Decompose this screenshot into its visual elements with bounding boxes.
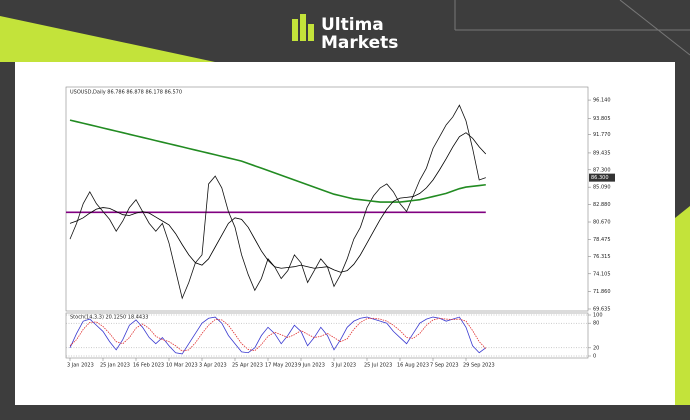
y-tick-label: 74.105 <box>593 271 611 277</box>
x-tick-label: 9 Jun 2023 <box>298 363 325 369</box>
series-line <box>69 119 486 203</box>
y-tick-label: 91.770 <box>593 132 611 138</box>
series-line <box>69 317 487 352</box>
x-tick-label: 25 Apr 2023 <box>232 363 263 369</box>
stoch-title: Stoch(14,3,3) 20.1250 18.4433 <box>70 315 148 321</box>
x-tick-label: 25 Jan 2023 <box>100 363 130 369</box>
last-price-label: 86.300 <box>591 175 609 181</box>
x-tick-label: 16 Feb 2023 <box>133 363 164 369</box>
x-tick-label: 7 Sep 2023 <box>430 363 459 369</box>
y-tick-label: 80.670 <box>593 220 611 226</box>
y-tick-label: 87.300 <box>593 167 611 173</box>
main-frame <box>65 86 589 312</box>
x-tick-label: 10 Mar 2023 <box>166 363 198 369</box>
y-tick-label: 78.475 <box>593 237 611 243</box>
y-tick-label: 20 <box>593 345 599 351</box>
stoch-frame <box>65 312 589 359</box>
brand-line2: Markets <box>321 33 398 53</box>
y-tick-label: 80 <box>593 321 599 327</box>
x-tick-label: 29 Sep 2023 <box>463 363 495 369</box>
logo-bar <box>300 14 306 41</box>
x-tick-label: 25 Jul 2023 <box>364 363 392 369</box>
series-line <box>69 316 487 355</box>
x-tick-label: 3 Jan 2023 <box>67 363 94 369</box>
y-tick-label: 89.435 <box>593 150 611 156</box>
brand-shape <box>675 206 690 405</box>
series-line <box>69 104 486 300</box>
y-tick-label: 85.090 <box>593 185 611 191</box>
y-tick-label: 0 <box>593 354 596 360</box>
logo: Ultima Markets <box>292 14 398 53</box>
x-tick-label: 16 Aug 2023 <box>397 363 429 369</box>
panel <box>15 62 675 405</box>
logo-bar <box>292 19 298 41</box>
logo-bar <box>308 24 314 41</box>
x-tick-label: 17 May 2023 <box>265 363 298 369</box>
chart-title: USOUSD,Daily 86.786 86.878 86.178 86.570 <box>70 90 182 96</box>
y-tick-label: 71.860 <box>593 289 611 295</box>
y-tick-label: 93.805 <box>593 116 611 122</box>
y-tick-label: 76.315 <box>593 254 611 260</box>
brand-line1: Ultima <box>321 15 384 35</box>
brand-shape <box>0 16 215 62</box>
decor-line <box>619 0 690 56</box>
last-price-box <box>589 173 615 182</box>
y-tick-label: 82.880 <box>593 202 611 208</box>
x-tick-label: 3 Apr 2023 <box>199 363 227 369</box>
y-tick-label: 69.635 <box>593 306 611 312</box>
series-line <box>69 132 487 273</box>
y-tick-label: 100 <box>593 313 603 319</box>
y-tick-label: 96.140 <box>593 98 611 104</box>
x-tick-label: 3 Jul 2023 <box>331 363 356 369</box>
